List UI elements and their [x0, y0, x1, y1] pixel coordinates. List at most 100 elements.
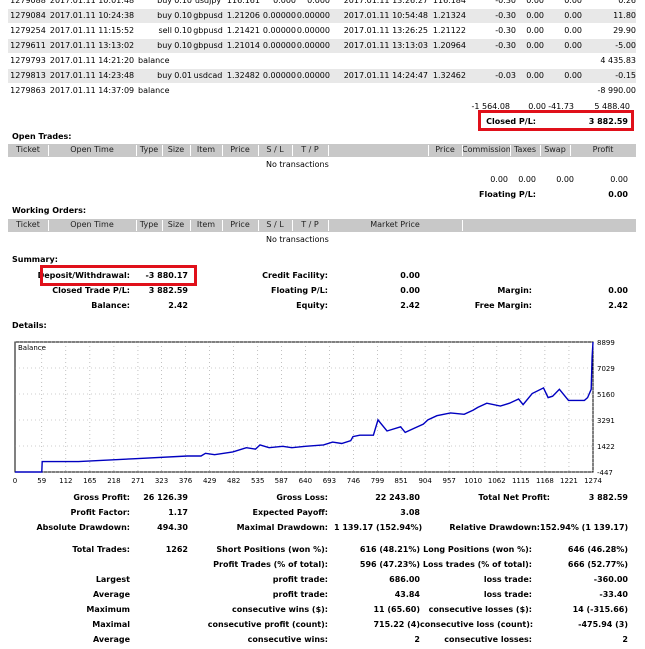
open-total-swap: 0.00	[556, 175, 574, 184]
col-open-time: Open Time	[70, 220, 114, 229]
cell-tp: 0.000	[307, 0, 330, 5]
cell-open-time: 2017.01.11 10:01:48	[49, 0, 135, 5]
cell-taxes: 0.00	[526, 71, 544, 80]
col-profit: Profit	[592, 145, 614, 154]
closed-pl-highlight	[478, 110, 634, 131]
cell-swap: 0.00	[564, 71, 582, 80]
col-price: Price	[230, 220, 250, 229]
stat-max-cw-label: consecutive wins ($):	[231, 605, 328, 614]
cell-type: buy	[157, 0, 172, 5]
col-item: Item	[196, 220, 216, 229]
col-commission: Commission	[462, 145, 511, 154]
chart-title: Balance	[18, 344, 46, 352]
stat-mx-cl: -475.94 (3)	[578, 620, 628, 629]
col-swap: Swap	[544, 145, 566, 154]
stat-profit-factor-label: Profit Factor:	[70, 508, 130, 517]
stat-long-label: Long Positions (won %):	[423, 545, 532, 554]
cell-profit: 0.26	[618, 0, 636, 5]
open-trades-header: Ticket Open Time Type Size Item Price S …	[8, 144, 636, 157]
credit-label: Credit Facility:	[262, 271, 328, 280]
cell-commission: -0.30	[495, 0, 516, 5]
total-taxes: 0.00	[528, 102, 546, 111]
cell-profit: 29.90	[613, 26, 636, 35]
stat-total-trades: 1262	[165, 545, 188, 554]
cell-sl: 0.00000	[262, 11, 296, 20]
y-tick-label: 5160	[597, 391, 615, 399]
total-commission: -1 564.08	[471, 102, 510, 111]
cell-size: 0.10	[174, 0, 192, 5]
x-tick-label: 746	[347, 477, 361, 485]
cell-tp: 0.00000	[296, 26, 330, 35]
stat-avg-cw: 2	[414, 635, 420, 644]
cell-swap: 0.00	[564, 26, 582, 35]
details-title: Details:	[12, 321, 47, 330]
total-profit: 5 488.40	[594, 102, 630, 111]
open-total-commission: 0.00	[490, 175, 508, 184]
stat-gross-loss: 22 243.80	[375, 493, 420, 502]
open-trades-empty: No transactions	[266, 160, 329, 169]
table-row: 1279084 2017.01.11 10:24:38 buy 0.10 gbpusd 1…	[8, 9, 636, 23]
x-tick-label: 1062	[488, 477, 506, 485]
stat-expected-payoff: 3.08	[400, 508, 420, 517]
x-tick-label: 429	[203, 477, 216, 485]
col-open-time: Open Time	[70, 145, 114, 154]
col-taxes: Taxes	[513, 145, 537, 154]
summary-title: Summary:	[12, 255, 58, 264]
x-tick-label: 851	[394, 477, 407, 485]
stat-total-trades-label: Total Trades:	[72, 545, 130, 554]
cell-type: sell	[158, 26, 172, 35]
cell-profit: -8 990.00	[597, 86, 636, 95]
cell-sl: 0.000	[273, 0, 296, 5]
col-market-price: Market Price	[370, 220, 420, 229]
cell-item: usdjpy	[194, 0, 222, 5]
stat-profit-factor: 1.17	[168, 508, 188, 517]
stat-total-net: 3 882.59	[588, 493, 628, 502]
cell-close-time: 2017.01.11 13:26:27	[343, 0, 428, 5]
cell-commission: -0.30	[495, 41, 516, 50]
cell-swap: 0.00	[564, 41, 582, 50]
stat-largest-lt: -360.00	[593, 575, 628, 584]
col-size: Size	[167, 220, 185, 229]
cell-open-time: 2017.01.11 14:21:20	[49, 56, 135, 65]
cell-size: 0.10	[174, 41, 192, 50]
col-price: Price	[230, 145, 250, 154]
cell-profit: 4 435.83	[600, 56, 636, 65]
x-tick-label: 112	[59, 477, 72, 485]
working-orders-empty: No transactions	[266, 235, 329, 244]
total-swap: -41.73	[548, 102, 574, 111]
equity-value: 2.42	[400, 301, 420, 310]
open-trades-title: Open Trades:	[12, 132, 72, 141]
cell-taxes: 0.00	[526, 26, 544, 35]
cell-item: gbpusd	[193, 11, 223, 20]
col-sl: S / L	[266, 145, 284, 154]
y-tick-label: 7029	[597, 365, 615, 373]
cell-taxes: 0.00	[526, 41, 544, 50]
cell-item: usdcad	[193, 71, 223, 80]
plot-frame	[14, 341, 594, 473]
stat-maximal: Maximal	[92, 620, 130, 629]
balance-label: Balance:	[91, 301, 130, 310]
x-tick-label: 271	[131, 477, 144, 485]
x-tick-label: 1274	[584, 477, 602, 485]
cell-open-time: 2017.01.11 13:13:02	[49, 41, 135, 50]
stat-expected-payoff-label: Expected Payoff:	[252, 508, 328, 517]
closed-pl-value: 3 882.59	[588, 117, 628, 126]
stat-lt-label: Loss trades (% of total):	[422, 560, 532, 569]
free-margin-label: Free Margin:	[474, 301, 532, 310]
stat-largest: Largest	[95, 575, 130, 584]
stat-short-label: Short Positions (won %):	[216, 545, 328, 554]
stat-avg-cw-label: consecutive wins:	[247, 635, 328, 644]
cell-ticket: 1279084	[10, 11, 46, 20]
cell-open-time: 2017.01.11 10:24:38	[49, 11, 135, 20]
stat-max-cl: 14 (-315.66)	[572, 605, 628, 614]
stat-maximum: Maximum	[86, 605, 130, 614]
working-orders-header: Ticket Open Time Type Size Item Price S …	[8, 219, 636, 232]
cell-swap: 0.00	[564, 11, 582, 20]
col-sl: S / L	[266, 220, 284, 229]
cell-size: 0.01	[174, 71, 192, 80]
cell-price: 1.21206	[226, 11, 260, 20]
stat-average: Average	[92, 590, 130, 599]
cell-item: gbpusd	[193, 26, 223, 35]
cell-price: 1.21421	[226, 26, 260, 35]
cell-price: 116.161	[226, 0, 260, 5]
